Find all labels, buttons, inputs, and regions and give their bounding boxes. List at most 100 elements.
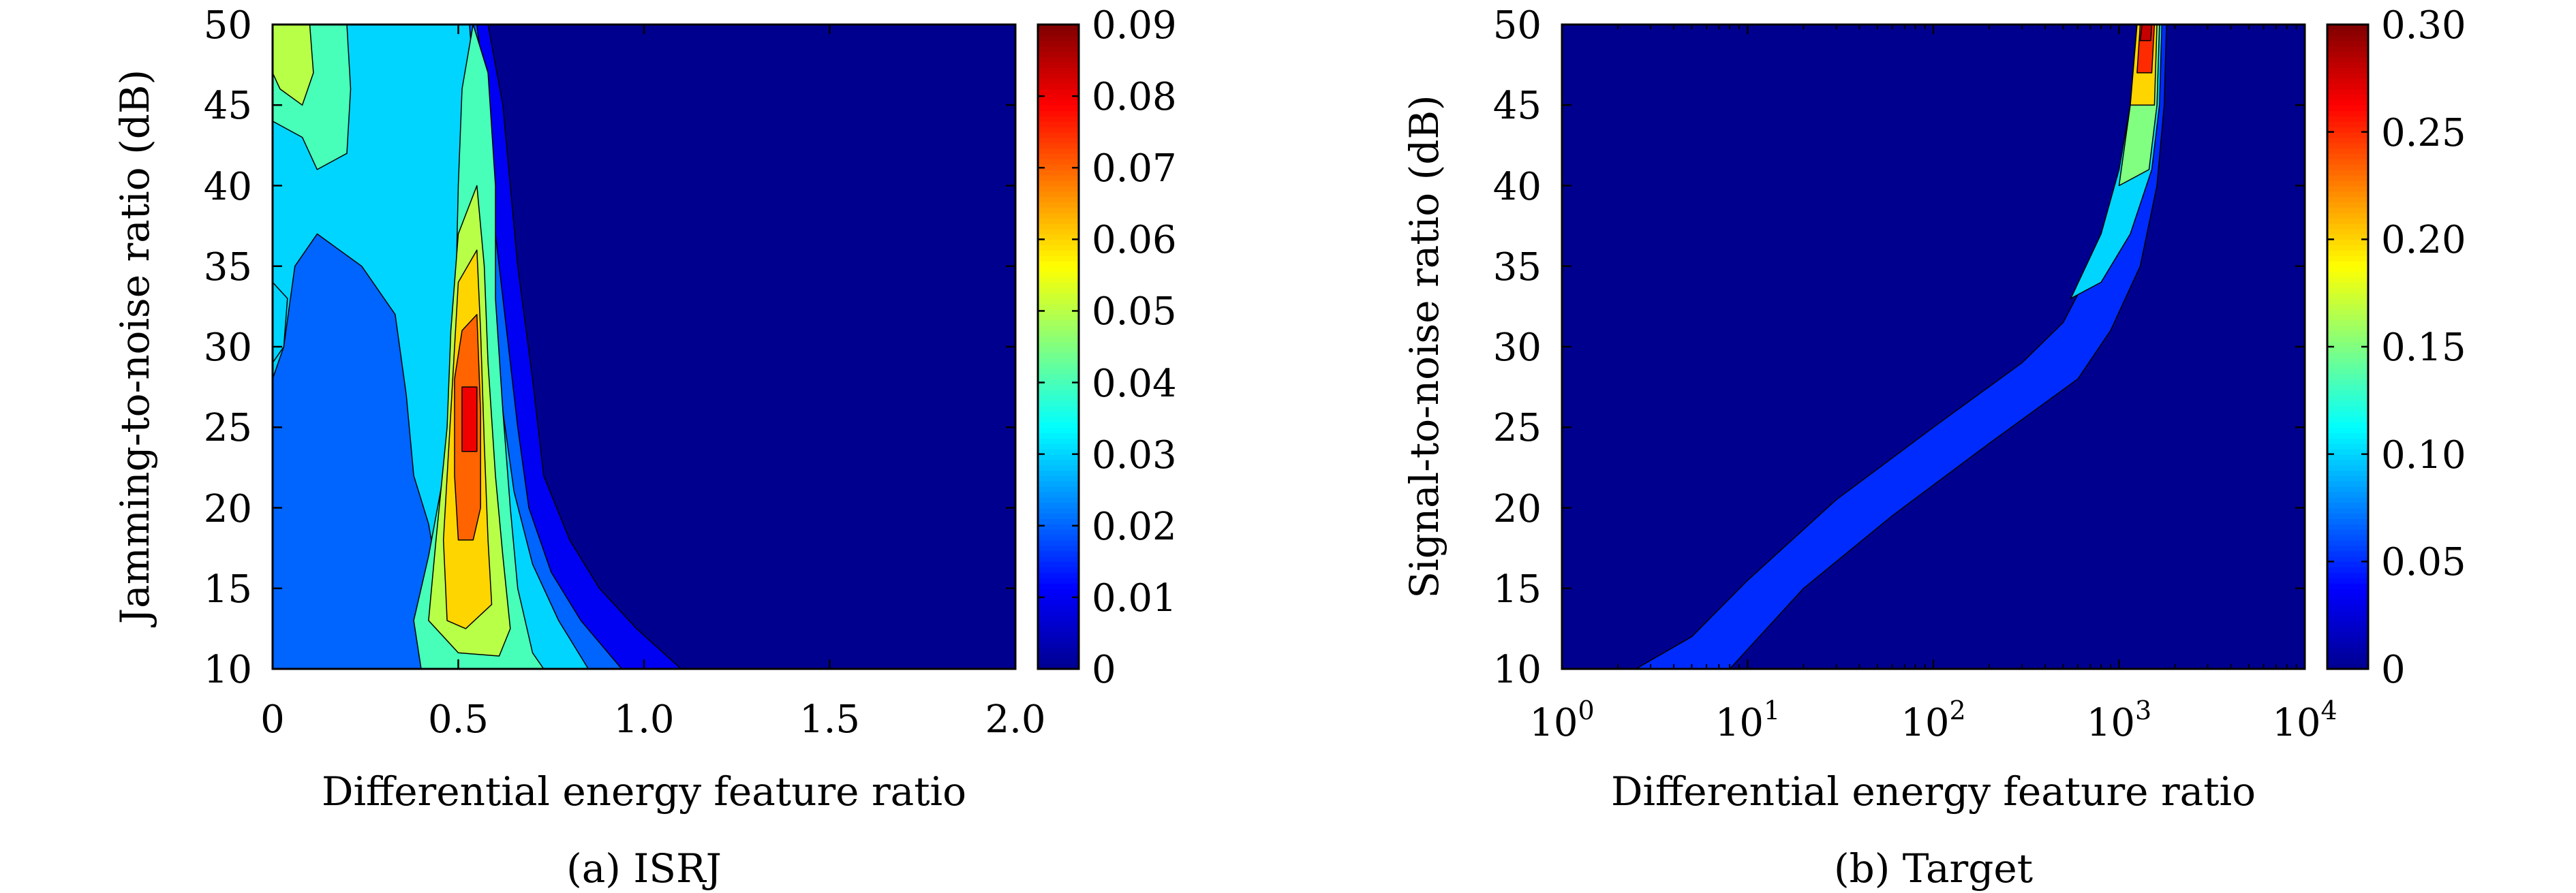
colorbar-segment — [1038, 202, 1079, 208]
colorbar-segment — [1038, 180, 1079, 187]
colorbar-segment — [2327, 534, 2368, 541]
colorbar-segment — [2327, 163, 2368, 170]
colorbar-tick-label: 0 — [1092, 648, 1116, 692]
colorbar-segment — [1038, 40, 1079, 47]
colorbar-segment — [1038, 384, 1079, 390]
panel-isrj: 0 0.5 1.0 1.5 2.0 10 15 20 25 30 35 40 4… — [112, 3, 1177, 892]
y-tick-label: 30 — [1493, 326, 1542, 370]
colorbar-segment — [2327, 255, 2368, 262]
colorbar-segment — [1038, 550, 1079, 557]
colorbar-tick-label: 0.02 — [1092, 505, 1177, 549]
colorbar-segment — [2327, 298, 2368, 304]
colorbar-segment — [1038, 599, 1079, 606]
colorbar-segment — [2327, 46, 2368, 52]
colorbar-segment — [1038, 336, 1079, 342]
contour-level-0.08 — [461, 386, 478, 452]
colorbar-segment — [1038, 411, 1079, 418]
colorbar-segment — [2327, 202, 2368, 208]
colorbar-segment — [2327, 126, 2368, 133]
colorbar-segment — [2327, 539, 2368, 546]
colorbar-segment — [1038, 653, 1079, 659]
colorbar-segment — [2327, 610, 2368, 616]
colorbar-segment — [1038, 266, 1079, 272]
y-tick-label: 40 — [204, 165, 252, 209]
colorbar-segment — [1038, 131, 1079, 138]
colorbar-segment — [1038, 325, 1079, 332]
colorbar-segment — [1038, 491, 1079, 498]
colorbar-segment — [1038, 502, 1079, 509]
colorbar-segment — [1038, 658, 1079, 664]
colorbar-segment — [2327, 51, 2368, 58]
colorbar-segment — [2327, 250, 2368, 256]
y-tick-label: 40 — [1493, 165, 1542, 209]
colorbar-segment — [2327, 207, 2368, 213]
colorbar-segment — [1038, 309, 1079, 315]
colorbar-segment — [1038, 62, 1079, 68]
y-tick-label: 15 — [204, 567, 252, 612]
colorbar-segment — [2327, 599, 2368, 606]
colorbar-segment — [2327, 72, 2368, 79]
colorbar-segment — [1038, 271, 1079, 278]
colorbar-segment — [2327, 588, 2368, 595]
colorbar-segment — [2327, 191, 2368, 198]
colorbar-segment — [1038, 465, 1079, 471]
colorbar-segment — [1038, 534, 1079, 541]
colorbar-segment — [2327, 561, 2368, 568]
colorbar-segment — [2327, 459, 2368, 466]
colorbar-segment — [1038, 539, 1079, 546]
colorbar-segment — [2327, 287, 2368, 294]
colorbar-segment — [1038, 433, 1079, 439]
colorbar-segment — [2327, 577, 2368, 584]
colorbar-segment — [2327, 239, 2368, 246]
colorbar-segment — [1038, 497, 1079, 503]
colorbar-segment — [1038, 105, 1079, 111]
colorbar-segment — [1038, 427, 1079, 433]
colorbar-segment — [2327, 78, 2368, 84]
colorbar-segment — [2327, 647, 2368, 654]
colorbar-segment — [1038, 51, 1079, 58]
colorbar-segment — [2327, 550, 2368, 557]
colorbar-segment — [2327, 481, 2368, 487]
colorbar-segment — [2327, 89, 2368, 95]
colorbar-segment — [1038, 293, 1079, 299]
colorbar-segment — [1038, 524, 1079, 530]
contour-level-0.03 — [273, 281, 288, 364]
colorbar-segment — [1038, 351, 1079, 358]
x-tick-label: 0 — [260, 698, 285, 742]
colorbar-segment — [2327, 416, 2368, 423]
colorbar-segment — [2327, 29, 2368, 36]
colorbar — [2327, 23, 2368, 670]
x-tick-label: 1.0 — [613, 698, 674, 742]
colorbar-segment — [1038, 400, 1079, 407]
colorbar-segment — [1038, 25, 1079, 31]
colorbar-segment — [2327, 223, 2368, 230]
y-tick-label: 50 — [1493, 3, 1542, 48]
colorbar-segment — [1038, 303, 1079, 310]
colorbar-segment — [1038, 174, 1079, 181]
contour-level-0.05 — [1635, 25, 2167, 669]
colorbar-segment — [1038, 250, 1079, 256]
colorbar-tick-label: 0.10 — [2381, 433, 2466, 477]
colorbar-segment — [2327, 433, 2368, 439]
colorbar-segment — [2327, 159, 2368, 165]
colorbar-segment — [2327, 390, 2368, 396]
colorbar-segment — [2327, 443, 2368, 450]
x-tick-label: 103 — [2087, 695, 2151, 745]
y-tick-labels: 10 15 20 25 30 35 40 45 50 — [204, 3, 252, 692]
colorbar-tick-labels: 0 0.05 0.10 0.15 0.20 0.25 0.30 — [2381, 3, 2466, 692]
y-tick-label: 20 — [1493, 487, 1542, 531]
colorbar-segment — [2327, 148, 2368, 154]
colorbar-segment — [1038, 475, 1079, 482]
colorbar-segment — [1038, 314, 1079, 321]
colorbar-segment — [2327, 40, 2368, 47]
colorbar-segment — [1038, 89, 1079, 95]
colorbar-segment — [1038, 588, 1079, 595]
colorbar-frame — [1037, 23, 1080, 670]
plot-background — [1562, 25, 2305, 669]
colorbar-segment — [2327, 405, 2368, 412]
colorbar-segment — [2327, 228, 2368, 235]
colorbar-segment — [1038, 159, 1079, 165]
colorbar-segment — [1038, 347, 1079, 353]
caption-b: (b) Target — [1834, 845, 2033, 892]
colorbar-segment — [1038, 373, 1079, 380]
